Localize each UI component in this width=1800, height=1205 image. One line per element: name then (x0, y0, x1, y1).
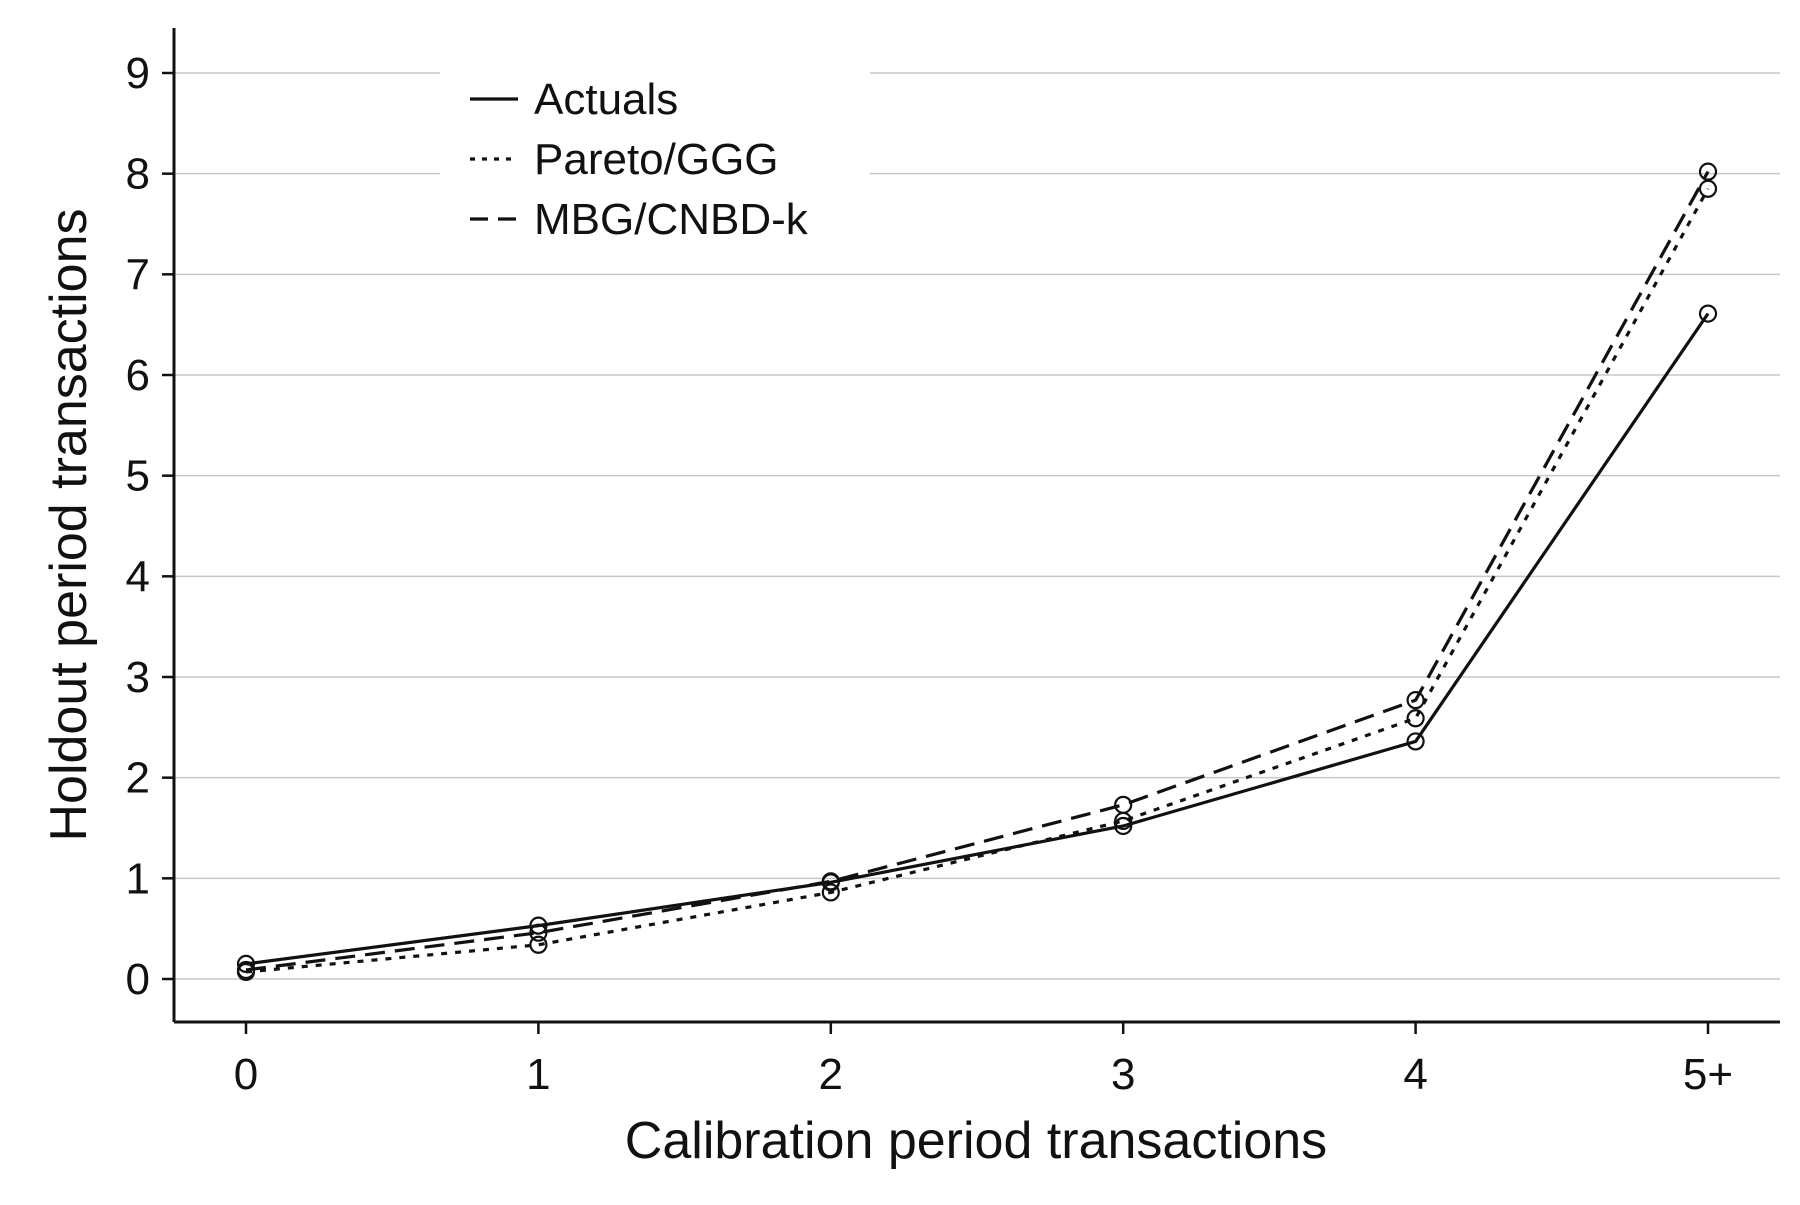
y-tick-label-9: 9 (126, 49, 150, 98)
legend-label-actuals: Actuals (534, 75, 678, 124)
x-axis-title: Calibration period transactions (625, 1112, 1327, 1170)
y-tick-label-3: 3 (126, 653, 150, 702)
y-tick-label-4: 4 (126, 552, 150, 601)
y-tick-label-6: 6 (126, 351, 150, 400)
y-tick-label-1: 1 (126, 854, 150, 903)
point-actuals-3 (1114, 816, 1133, 836)
y-tick-label-8: 8 (126, 150, 150, 199)
axes: 0 1 2 3 4 5 6 7 8 9 0 1 2 3 4 5+ (126, 28, 1780, 1099)
y-tick-label-0: 0 (126, 955, 150, 1004)
point-mbg-cnbd-k-2 (821, 872, 840, 891)
point-mbg-cnbd-k-5 (1698, 162, 1718, 181)
point-actuals-4 (1406, 732, 1425, 751)
x-tick-label-2: 2 (819, 1050, 843, 1099)
gridlines (174, 72, 1780, 980)
x-tick-label-1: 1 (526, 1050, 550, 1099)
point-actuals-5 (1698, 304, 1718, 323)
point-pareto-ggg-2 (821, 883, 840, 902)
series-line-mbg-cnbd-k (245, 170, 1710, 972)
y-tick-label-7: 7 (126, 250, 150, 299)
series (236, 162, 1718, 982)
legend-label-pareto-ggg: Pareto/GGG (534, 135, 779, 184)
point-mbg-cnbd-k-4 (1406, 691, 1425, 710)
point-pareto-ggg-4 (1406, 709, 1425, 728)
y-tick-label-5: 5 (126, 452, 150, 501)
legend-background (440, 64, 870, 254)
point-actuals-1 (529, 916, 548, 935)
series-line-actuals (245, 312, 1710, 966)
x-tick-label-3: 3 (1111, 1050, 1135, 1099)
point-mbg-cnbd-k-3 (1114, 795, 1133, 814)
y-tick-label-2: 2 (126, 754, 150, 803)
point-pareto-ggg-1 (529, 935, 548, 954)
x-tick-label-0: 0 (234, 1050, 258, 1099)
y-axis-title: Holdout period transactions (40, 208, 98, 841)
point-mbg-cnbd-k-1 (529, 923, 548, 942)
legend: Actuals Pareto/GGG MBG/CNBD-k (440, 64, 870, 254)
x-tick-label-5: 5+ (1683, 1050, 1733, 1099)
point-mbg-cnbd-k-0 (236, 960, 256, 980)
x-tick-label-4: 4 (1403, 1050, 1427, 1099)
legend-label-mbg-cnbd-k: MBG/CNBD-k (534, 195, 809, 244)
series-line-pareto-ggg (245, 187, 1710, 974)
